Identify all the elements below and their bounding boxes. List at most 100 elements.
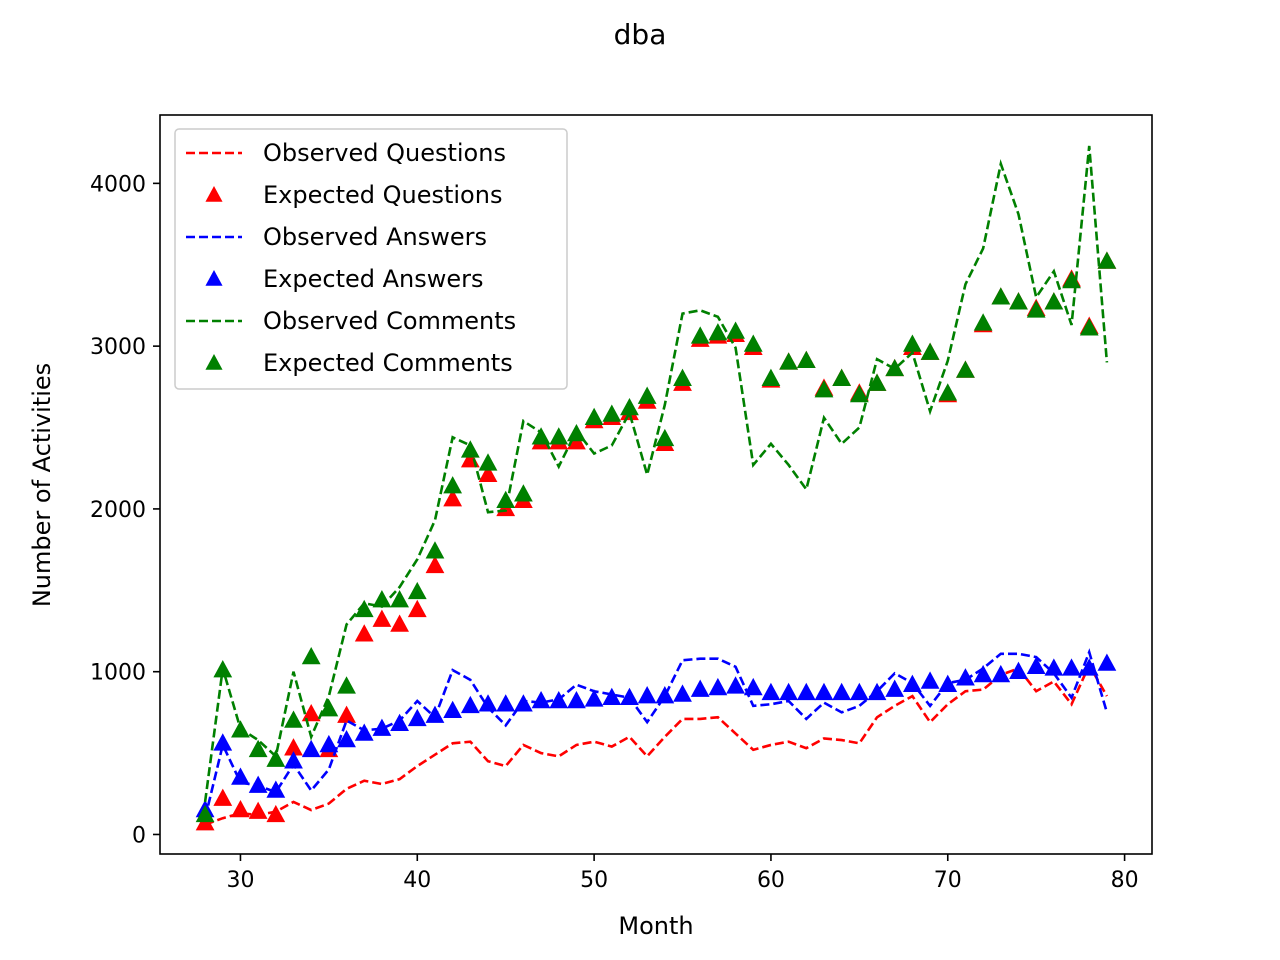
data-point: [284, 710, 303, 728]
series-observed-questions: [204, 662, 1109, 826]
legend-item: Observed Comments: [186, 307, 516, 335]
data-point: [655, 428, 675, 447]
x-tick-label: 40: [403, 868, 431, 893]
data-point: [620, 397, 639, 416]
legend-item: Expected Questions: [205, 181, 502, 209]
chart-title: dba: [614, 18, 667, 51]
data-point: [248, 739, 268, 758]
data-point: [1026, 656, 1046, 675]
data-point: [743, 334, 763, 352]
y-tick-label: 3000: [90, 335, 146, 360]
data-point: [390, 614, 409, 632]
data-point: [425, 555, 445, 574]
data-point: [1026, 300, 1046, 318]
data-point: [1009, 661, 1028, 679]
data-point: [867, 682, 887, 701]
y-tick-label: 1000: [90, 661, 146, 686]
data-point: [867, 373, 887, 391]
data-point: [637, 686, 657, 704]
data-point: [549, 690, 569, 709]
legend-label: Observed Answers: [263, 223, 487, 251]
legend-marker-swatch: [205, 270, 223, 286]
data-point: [708, 323, 728, 341]
data-point: [354, 599, 374, 618]
data-point: [319, 734, 339, 753]
data-point: [407, 599, 427, 618]
data-point: [1044, 658, 1064, 676]
data-point: [779, 682, 799, 701]
data-point: [513, 484, 533, 502]
data-point: [1079, 318, 1099, 336]
x-tick-label: 80: [1111, 868, 1139, 893]
data-point: [195, 804, 215, 823]
data-point: [354, 723, 374, 741]
data-point: [991, 664, 1011, 683]
data-point: [796, 350, 816, 369]
data-point: [390, 590, 409, 608]
data-point: [726, 676, 745, 694]
data-point: [796, 682, 816, 701]
series-line: [204, 662, 1109, 826]
data-point: [231, 767, 250, 785]
legend-label: Observed Questions: [263, 139, 506, 167]
data-point: [337, 676, 356, 694]
data-point: [708, 677, 728, 696]
data-point: [231, 800, 250, 818]
data-point: [832, 368, 852, 386]
data-point: [637, 386, 657, 404]
data-point: [425, 541, 445, 559]
y-tick-label: 4000: [90, 172, 146, 197]
data-point: [496, 490, 516, 509]
series-line: [203, 145, 1109, 803]
series-expected-answers: [195, 653, 1117, 818]
data-point: [478, 694, 498, 712]
series-observed-answers: [203, 648, 1109, 819]
data-point: [1079, 658, 1099, 676]
data-point: [885, 358, 905, 377]
data-point: [284, 751, 303, 769]
data-point: [513, 694, 533, 712]
data-point: [443, 700, 463, 719]
y-tick-label: 0: [132, 823, 146, 848]
data-point: [496, 694, 516, 712]
data-point: [301, 646, 321, 665]
data-point: [779, 352, 799, 370]
data-point: [1097, 251, 1117, 269]
data-point: [655, 686, 675, 704]
data-point: [372, 590, 392, 608]
data-point: [903, 334, 922, 352]
data-point: [832, 682, 852, 701]
data-point: [973, 664, 993, 683]
data-point: [849, 384, 869, 403]
data-point: [460, 440, 480, 458]
legend-label: Observed Comments: [263, 307, 516, 335]
data-point: [301, 703, 321, 722]
data-point: [337, 705, 356, 723]
data-point: [1062, 270, 1081, 289]
legend: Observed Questions Expected Questions Obse…: [174, 128, 568, 390]
data-point: [956, 360, 975, 378]
data-point: [761, 682, 781, 701]
data-point: [213, 788, 233, 806]
y-axis-label: Number of Activities: [28, 363, 56, 607]
legend-marker-swatch: [205, 354, 223, 370]
data-point: [337, 730, 356, 748]
x-tick-label: 70: [934, 868, 962, 893]
series-expected-comments: [195, 251, 1117, 823]
data-point: [1044, 292, 1064, 310]
data-point: [301, 739, 321, 758]
data-point: [849, 682, 869, 701]
data-point: [531, 427, 551, 445]
plot-frame: [159, 114, 1153, 855]
data-point: [213, 733, 233, 751]
data-point: [213, 660, 233, 678]
data-point: [920, 671, 940, 689]
data-point: [372, 718, 392, 736]
x-tick-label: 30: [226, 868, 254, 893]
data-point: [584, 407, 604, 426]
legend-label: Expected Answers: [263, 265, 484, 293]
data-point: [726, 321, 745, 339]
data-point: [478, 464, 498, 482]
data-point: [248, 775, 268, 793]
data-point: [973, 313, 993, 331]
